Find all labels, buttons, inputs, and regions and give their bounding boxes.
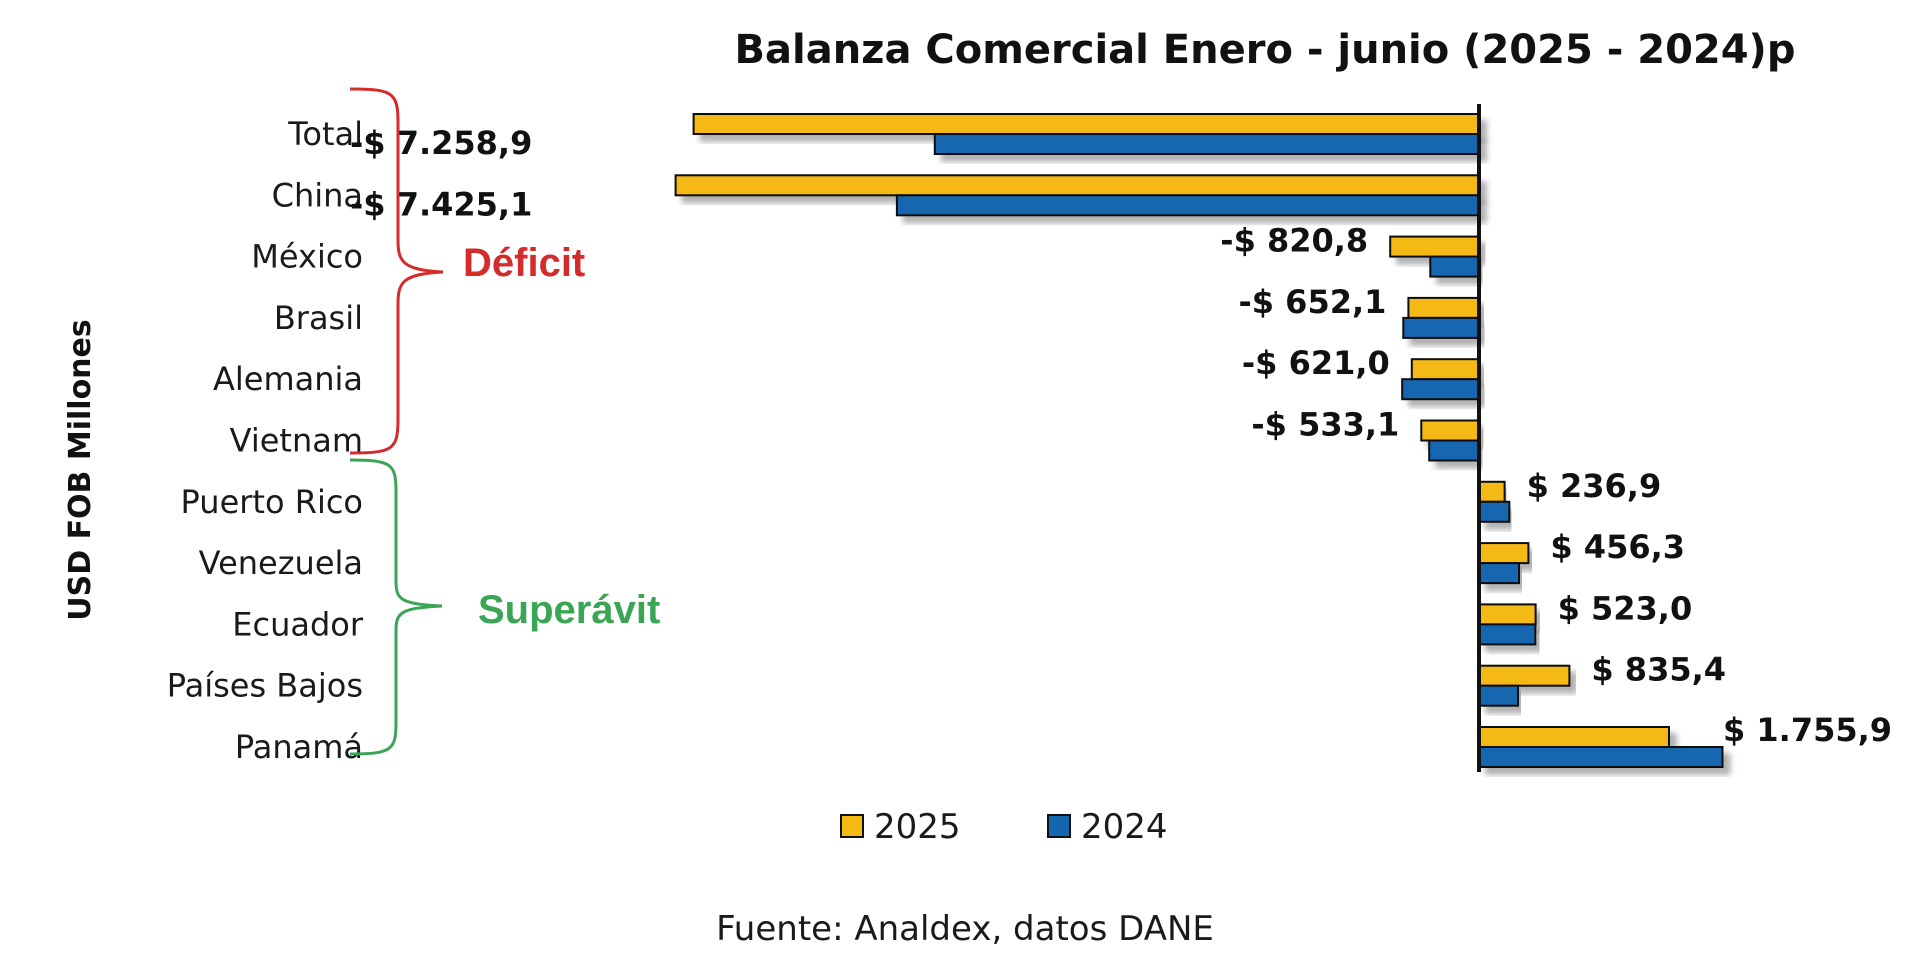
- category-label-7: Venezuela: [199, 544, 363, 582]
- data-label-8: $ 523,0: [1558, 589, 1693, 627]
- bar-2024-10: [1478, 746, 1724, 768]
- bar-2025-10: [1478, 726, 1670, 748]
- data-label-1: -$ 7.425,1: [350, 185, 532, 223]
- source-note: Fuente: Analdex, datos DANE: [716, 909, 1214, 949]
- bar-2024-7: [1478, 562, 1520, 585]
- bar-2024-8: [1478, 623, 1537, 646]
- category-label-5: Vietnam: [230, 422, 363, 460]
- bar-2025-3: [1407, 296, 1481, 319]
- bar-2024-6: [1478, 500, 1511, 523]
- chart-title: Balanza Comercial Enero - junio (2025 - …: [735, 27, 1796, 73]
- bar-2025-6: [1478, 480, 1506, 503]
- data-label-7: $ 456,3: [1550, 528, 1685, 566]
- legend-swatch-2025: [840, 814, 864, 838]
- bar-2024-3: [1402, 316, 1481, 339]
- deficit-brace: [349, 87, 444, 455]
- data-label-2: -$ 820,8: [1220, 222, 1368, 260]
- category-labels: Total China México Brasil Alemania Vietnam Pue…: [167, 115, 364, 766]
- data-label-6: $ 236,9: [1527, 467, 1662, 505]
- legend-label-2024: 2024: [1081, 807, 1168, 847]
- category-label-10: Panamá: [235, 728, 363, 766]
- bar-2024-0: [933, 133, 1480, 155]
- category-label-2: México: [251, 238, 363, 276]
- bar-2024-5: [1428, 439, 1480, 462]
- category-label-6: Puerto Rico: [181, 483, 363, 521]
- bar-2025-1: [674, 174, 1480, 197]
- surplus-label: Superávit: [478, 588, 660, 632]
- bar-2024-2: [1429, 255, 1481, 278]
- data-label-0: -$ 7.258,9: [350, 124, 532, 162]
- data-label-9: $ 835,4: [1591, 651, 1726, 689]
- category-label-9: Países Bajos: [167, 667, 363, 705]
- deficit-label: Déficit: [463, 241, 585, 285]
- y-axis-label: USD FOB Millones: [63, 319, 98, 621]
- category-label-1: China: [272, 176, 363, 214]
- data-label-5: -$ 533,1: [1251, 406, 1399, 444]
- bars-group: [674, 113, 1724, 768]
- bar-2024-1: [895, 194, 1480, 217]
- data-label-3: -$ 652,1: [1238, 283, 1386, 321]
- legend-swatch-2024: [1047, 814, 1071, 838]
- data-labels: -$ 7.258,9 -$ 7.425,1 -$ 820,8 -$ 652,1 -$ 6…: [350, 124, 1892, 749]
- bar-2025-7: [1478, 542, 1530, 565]
- legend: 2025 2024: [840, 807, 1168, 847]
- category-label-3: Brasil: [274, 299, 363, 337]
- bar-2025-9: [1478, 664, 1571, 687]
- bar-2024-4: [1401, 378, 1480, 401]
- bar-2025-8: [1478, 603, 1537, 626]
- bar-2024-9: [1478, 684, 1519, 707]
- category-label-8: Ecuador: [232, 605, 364, 643]
- bar-2025-0: [692, 113, 1480, 135]
- bar-2025-2: [1389, 235, 1480, 258]
- category-label-4: Alemania: [213, 360, 363, 398]
- data-label-4: -$ 621,0: [1242, 344, 1390, 382]
- bar-2025-5: [1420, 419, 1481, 442]
- bar-2025-4: [1410, 358, 1481, 381]
- data-label-10: $ 1.755,9: [1723, 711, 1892, 749]
- surplus-brace: [349, 458, 443, 756]
- legend-label-2025: 2025: [874, 807, 961, 847]
- category-label-0: Total: [287, 115, 363, 153]
